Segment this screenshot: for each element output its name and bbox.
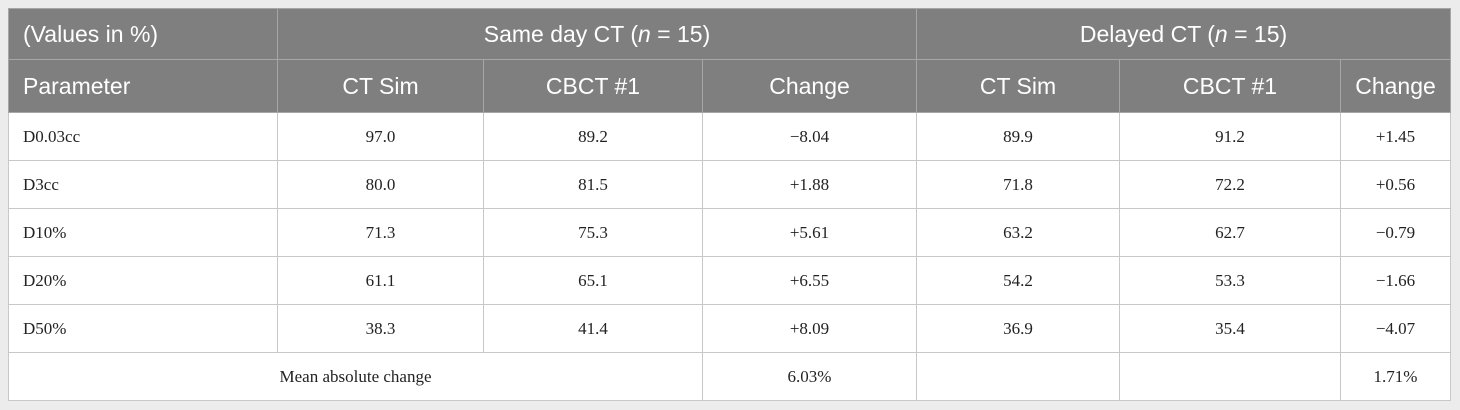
cell-same-change: −8.04 bbox=[702, 112, 917, 161]
column-header-delayed-cbct: CBCT #1 bbox=[1119, 59, 1341, 113]
cell-parameter: D50% bbox=[8, 304, 278, 353]
cell-same-change: +1.88 bbox=[702, 160, 917, 209]
cell-delayed-ct-sim: 54.2 bbox=[916, 256, 1120, 305]
cell-parameter: D20% bbox=[8, 256, 278, 305]
group-header-delayed-suffix: = 15) bbox=[1227, 20, 1288, 47]
cell-delayed-cbct: 91.2 bbox=[1119, 112, 1341, 161]
cell-delayed-ct-sim: 89.9 bbox=[916, 112, 1120, 161]
cell-same-ct-sim: 38.3 bbox=[277, 304, 484, 353]
cell-same-change: +8.09 bbox=[702, 304, 917, 353]
summary-row: Mean absolute change 6.03% 1.71% bbox=[8, 352, 1451, 401]
header-row-columns: Parameter CT Sim CBCT #1 Change CT Sim C… bbox=[8, 59, 1451, 113]
header-row-groups: (Values in %) Same day CT (n = 15) Delay… bbox=[8, 8, 1451, 60]
cell-same-cbct: 75.3 bbox=[483, 208, 703, 257]
table-row: D0.03cc 97.0 89.2 −8.04 89.9 91.2 +1.45 bbox=[8, 112, 1451, 161]
cell-delayed-change: −0.79 bbox=[1340, 208, 1451, 257]
corner-label: (Values in %) bbox=[8, 8, 278, 60]
table-row: D3cc 80.0 81.5 +1.88 71.8 72.2 +0.56 bbox=[8, 160, 1451, 209]
cell-parameter: D3cc bbox=[8, 160, 278, 209]
group-header-same-day-prefix: Same day CT ( bbox=[483, 20, 638, 47]
cell-same-cbct: 81.5 bbox=[483, 160, 703, 209]
cell-delayed-cbct: 62.7 bbox=[1119, 208, 1341, 257]
table-row: D20% 61.1 65.1 +6.55 54.2 53.3 −1.66 bbox=[8, 256, 1451, 305]
cell-same-ct-sim: 71.3 bbox=[277, 208, 484, 257]
column-header-same-cbct: CBCT #1 bbox=[483, 59, 703, 113]
cell-same-change: +6.55 bbox=[702, 256, 917, 305]
cell-delayed-ct-sim: 36.9 bbox=[916, 304, 1120, 353]
group-header-same-day-suffix: = 15) bbox=[650, 20, 711, 47]
cell-same-cbct: 89.2 bbox=[483, 112, 703, 161]
cell-same-cbct: 41.4 bbox=[483, 304, 703, 353]
summary-delayed-change: 1.71% bbox=[1340, 352, 1451, 401]
cell-delayed-ct-sim: 71.8 bbox=[916, 160, 1120, 209]
table-row: D10% 71.3 75.3 +5.61 63.2 62.7 −0.79 bbox=[8, 208, 1451, 257]
column-header-same-change: Change bbox=[702, 59, 917, 113]
cell-same-change: +5.61 bbox=[702, 208, 917, 257]
column-header-same-ct-sim: CT Sim bbox=[277, 59, 484, 113]
dose-comparison-table: (Values in %) Same day CT (n = 15) Delay… bbox=[8, 8, 1451, 401]
cell-same-ct-sim: 80.0 bbox=[277, 160, 484, 209]
group-header-delayed-prefix: Delayed CT ( bbox=[1079, 20, 1215, 47]
summary-empty-cell bbox=[916, 352, 1120, 401]
cell-delayed-change: +1.45 bbox=[1340, 112, 1451, 161]
cell-delayed-cbct: 72.2 bbox=[1119, 160, 1341, 209]
cell-delayed-change: −1.66 bbox=[1340, 256, 1451, 305]
cell-delayed-ct-sim: 63.2 bbox=[916, 208, 1120, 257]
cell-delayed-change: −4.07 bbox=[1340, 304, 1451, 353]
group-header-same-day-n: n bbox=[637, 20, 651, 47]
column-header-parameter: Parameter bbox=[8, 59, 278, 113]
cell-parameter: D0.03cc bbox=[8, 112, 278, 161]
group-header-delayed-n: n bbox=[1214, 20, 1228, 47]
cell-delayed-cbct: 53.3 bbox=[1119, 256, 1341, 305]
table-row: D50% 38.3 41.4 +8.09 36.9 35.4 −4.07 bbox=[8, 304, 1451, 353]
summary-empty-cell bbox=[1119, 352, 1341, 401]
cell-same-ct-sim: 97.0 bbox=[277, 112, 484, 161]
column-header-delayed-ct-sim: CT Sim bbox=[916, 59, 1120, 113]
cell-same-ct-sim: 61.1 bbox=[277, 256, 484, 305]
group-header-same-day: Same day CT (n = 15) bbox=[277, 8, 917, 60]
summary-same-change: 6.03% bbox=[702, 352, 917, 401]
summary-label: Mean absolute change bbox=[8, 352, 703, 401]
cell-same-cbct: 65.1 bbox=[483, 256, 703, 305]
cell-parameter: D10% bbox=[8, 208, 278, 257]
cell-delayed-change: +0.56 bbox=[1340, 160, 1451, 209]
column-header-delayed-change: Change bbox=[1340, 59, 1451, 113]
cell-delayed-cbct: 35.4 bbox=[1119, 304, 1341, 353]
group-header-delayed: Delayed CT (n = 15) bbox=[916, 8, 1451, 60]
